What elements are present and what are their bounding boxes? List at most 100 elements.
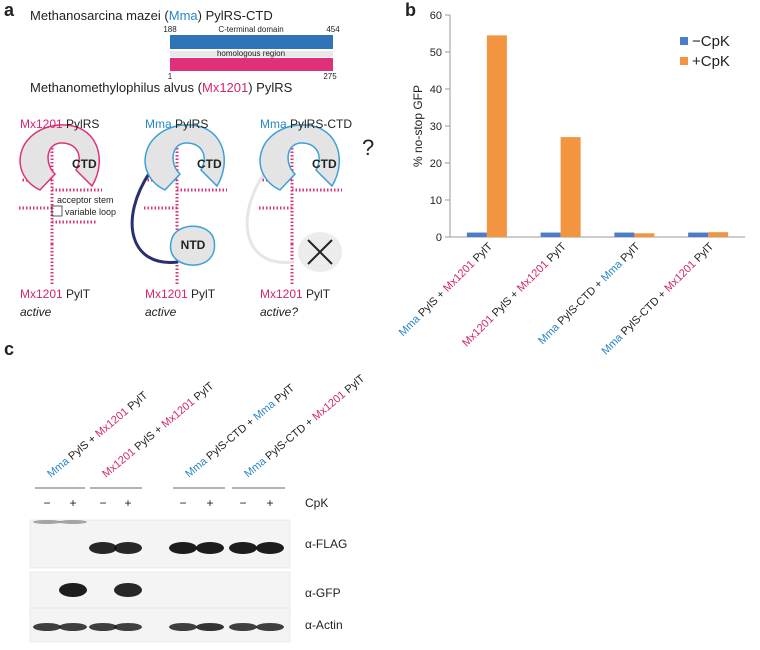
homology-label: homologous region — [217, 49, 285, 58]
lane-sign: − — [179, 496, 186, 510]
bar — [486, 35, 507, 237]
text-part: PylT — [616, 240, 642, 266]
text-part: PylT — [543, 240, 569, 266]
trna-name: Mx1201 PylT — [20, 287, 91, 301]
text-part: Mx1201 — [202, 80, 248, 95]
lane-sign: − — [99, 496, 106, 510]
text-part: PylS + — [64, 431, 101, 465]
text-part: Mx1201 — [515, 258, 551, 294]
legend-swatch — [680, 37, 688, 45]
legend-label: +CpK — [692, 53, 730, 70]
pylrs-bar — [170, 58, 333, 71]
text-part: PylT — [270, 382, 297, 407]
blot-band — [229, 623, 257, 631]
status: active — [20, 305, 52, 319]
bar — [560, 137, 581, 237]
residue-number: 188 — [163, 25, 177, 34]
y-tick-label: 10 — [430, 195, 442, 207]
bar — [634, 233, 655, 237]
text-part: Mma — [145, 117, 172, 131]
blot-label: α-Actin — [305, 618, 343, 632]
blot-band — [229, 542, 257, 554]
text-part: Mx1201 — [441, 258, 477, 294]
trna-name: Mx1201 PylT — [145, 287, 216, 301]
text-part: PylT — [303, 287, 331, 301]
text-part: Mx1201 — [159, 396, 197, 430]
y-tick-label: 60 — [430, 10, 442, 22]
linker — [130, 171, 179, 264]
ctd-blob — [259, 124, 340, 191]
blot-label: α-FLAG — [305, 537, 347, 551]
question-mark: ? — [362, 135, 374, 160]
text-part: Methanosarcina mazei ( — [30, 8, 169, 23]
blot-band — [59, 623, 87, 631]
bar — [708, 232, 729, 237]
text-part: Mx1201 — [145, 287, 188, 301]
text-part: PylS + — [130, 421, 167, 455]
scheme-title: Mx1201 PylRS — [20, 117, 99, 131]
panel-letter: b — [405, 0, 416, 20]
text-part: Mx1201 — [93, 406, 131, 440]
blot-band — [59, 583, 87, 597]
blot-band — [169, 623, 197, 631]
residue-number: 454 — [326, 25, 340, 34]
scheme-title: Mma PylRS-CTD — [260, 117, 352, 131]
scheme-title: Mma PylRS — [145, 117, 208, 131]
text-part: PylT — [189, 380, 216, 405]
text-part: Methanomethylophilus alvus ( — [30, 80, 203, 95]
blot-band — [196, 542, 224, 554]
blot-band — [256, 623, 284, 631]
text-part: Mma — [260, 117, 287, 131]
blot-band — [114, 583, 142, 597]
panel-letter: a — [4, 0, 15, 20]
blot-band — [114, 623, 142, 631]
y-tick-label: 50 — [430, 47, 442, 59]
scheme-1 — [17, 124, 102, 284]
cross — [307, 239, 333, 265]
text-part: PylS-CTD + — [553, 276, 607, 330]
y-tick-label: 30 — [430, 121, 442, 133]
lane-sign: − — [239, 496, 246, 510]
lane-sign: − — [43, 496, 50, 510]
text-part: PylS-CTD + — [617, 286, 671, 340]
text-part: PylS + — [414, 286, 450, 322]
ctd-blob — [144, 124, 225, 191]
lane-sign: + — [124, 496, 131, 510]
y-tick-label: 20 — [430, 158, 442, 170]
text-part: PylT — [123, 389, 150, 414]
lane-sign: + — [266, 496, 273, 510]
text-part: PylT — [469, 240, 495, 266]
text-part: Mx1201 — [20, 117, 63, 131]
blot-panel — [29, 571, 291, 615]
blot-label: α-GFP — [305, 586, 341, 600]
variable-loop-box — [51, 205, 63, 217]
status: active? — [260, 305, 298, 319]
domain-label: CTD — [72, 157, 97, 171]
blot-band — [89, 623, 117, 631]
blot-band — [33, 520, 61, 524]
text-part: PylT — [63, 287, 91, 301]
text-part: Mma — [169, 8, 199, 23]
blot-band — [169, 542, 197, 554]
condition-label: CpK — [305, 496, 328, 510]
trna-name: Mx1201 PylT — [260, 287, 331, 301]
residue-number: 275 — [323, 72, 337, 81]
blot-band — [196, 623, 224, 631]
blot-band — [89, 542, 117, 554]
ntd-blob — [169, 225, 216, 266]
legend-swatch — [680, 57, 688, 65]
lane-group-label: Mma PylS-CTD + Mx1201 PylT — [242, 372, 367, 480]
bar — [688, 232, 709, 237]
bar — [540, 232, 561, 237]
y-tick-label: 40 — [430, 84, 442, 96]
protein-title: Methanosarcina mazei (Mma) PylRS-CTD — [30, 8, 273, 23]
linker-missing — [245, 171, 294, 264]
text-part: Mx1201 — [662, 258, 698, 294]
text-part: PylS + — [488, 286, 524, 322]
text-part: PylRS — [63, 117, 100, 131]
bar — [614, 232, 635, 237]
blot-band — [59, 520, 87, 524]
text-part: PylT — [340, 372, 367, 397]
blot-band — [256, 542, 284, 554]
